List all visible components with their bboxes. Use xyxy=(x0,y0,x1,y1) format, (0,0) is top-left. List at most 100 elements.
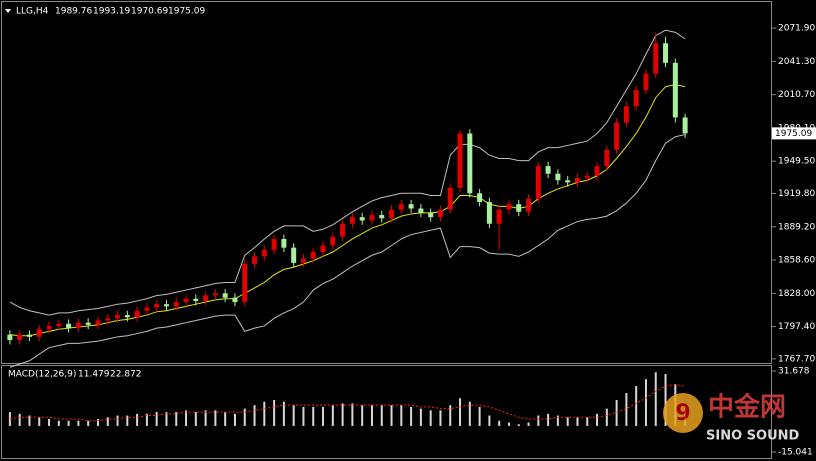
candle-body xyxy=(653,43,659,74)
logo xyxy=(663,393,703,433)
candle-body xyxy=(193,298,199,301)
candle-body xyxy=(300,258,306,263)
candle-body xyxy=(95,320,101,325)
candle-body xyxy=(46,325,52,330)
candle-body xyxy=(663,43,669,63)
y-tick-label: 1949.50 xyxy=(778,157,815,167)
candle-body xyxy=(486,201,492,224)
candle-body xyxy=(281,238,287,248)
candle-body xyxy=(222,293,228,298)
candle-body xyxy=(574,178,580,183)
candle-body xyxy=(154,304,160,308)
candle-body xyxy=(477,193,483,202)
y-tick-label: 1889.20 xyxy=(778,222,815,232)
candle-body xyxy=(242,263,248,303)
watermark-title: 中金网 xyxy=(708,392,786,423)
candle-body xyxy=(594,166,600,176)
price-panel xyxy=(1,1,772,364)
candle-body xyxy=(203,295,209,301)
y-tick-label: 1828.00 xyxy=(778,289,815,299)
candle-body xyxy=(369,215,375,221)
candle-body xyxy=(26,334,32,337)
candle-body xyxy=(359,217,365,221)
candle-body xyxy=(144,307,150,311)
candle-body xyxy=(614,122,620,150)
candle-body xyxy=(212,293,218,296)
candle-body xyxy=(105,318,111,321)
y-tick-label: 1919.80 xyxy=(778,189,815,199)
candle-body xyxy=(115,315,121,319)
candle-body xyxy=(75,322,81,329)
candle-body xyxy=(496,209,502,224)
candle-body xyxy=(7,334,13,341)
candle-body xyxy=(447,187,453,210)
candle-body xyxy=(163,304,169,307)
watermark: 9 中金网 SINO SOUND xyxy=(663,392,800,444)
candle-body xyxy=(535,166,541,199)
y-tick-label: 31.678 xyxy=(778,367,810,377)
y-tick-label: 2041.30 xyxy=(778,57,815,67)
candle-body xyxy=(428,212,434,218)
candle-body xyxy=(340,223,346,237)
y-tick-label: 2010.70 xyxy=(778,90,815,100)
candle-body xyxy=(643,73,649,90)
header-open: 1989.76 xyxy=(55,7,92,17)
candle-body xyxy=(183,298,189,303)
y-tick-label: 1797.40 xyxy=(778,322,815,332)
band-upper xyxy=(9,29,686,316)
header-low: 1970.69 xyxy=(131,7,168,17)
candle-body xyxy=(565,180,571,183)
candle-body xyxy=(261,249,267,257)
candle-body xyxy=(398,204,404,210)
candle-body xyxy=(555,173,561,181)
candle-body xyxy=(379,215,385,219)
candle-body xyxy=(467,133,473,194)
price-label-box xyxy=(772,127,816,140)
watermark-subtitle: SINO SOUND xyxy=(706,429,800,444)
candle-body xyxy=(85,322,91,325)
candle-body xyxy=(252,256,258,264)
candle-body xyxy=(330,236,336,246)
y-tick-label: 2071.90 xyxy=(778,24,815,34)
candle-body xyxy=(349,217,355,224)
signal-value: 22.872 xyxy=(110,370,142,380)
y-tick-label: 1767.70 xyxy=(778,354,815,364)
candle-body xyxy=(291,247,297,263)
candle-body xyxy=(457,133,463,188)
candle-body xyxy=(506,204,512,210)
candle-body xyxy=(232,297,238,303)
macd-value: 11.479 xyxy=(78,370,110,380)
candle-body xyxy=(682,117,688,134)
symbol: LLG,H4 xyxy=(16,7,49,17)
header-close: 1975.09 xyxy=(168,7,205,17)
candle-body xyxy=(672,62,678,118)
candle-body xyxy=(389,209,395,219)
macd-title: MACD(12,26,9) xyxy=(8,370,76,380)
header-high: 1993.19 xyxy=(93,7,130,17)
band-middle xyxy=(9,84,686,337)
menu-arrow xyxy=(5,9,11,13)
signal-line xyxy=(9,383,686,422)
candle-body xyxy=(310,252,316,259)
candle-body xyxy=(604,149,610,167)
candle-body xyxy=(418,208,424,213)
candle-body xyxy=(36,329,42,337)
price-label: 1975.09 xyxy=(775,129,812,139)
candle-body xyxy=(17,334,23,341)
candle-body xyxy=(124,315,130,318)
candle-body xyxy=(584,175,590,179)
candle-body xyxy=(545,166,551,174)
candle-body xyxy=(271,238,277,250)
macd-panel xyxy=(1,365,772,459)
candle-body xyxy=(623,106,629,123)
y-tick-label: 1858.60 xyxy=(778,256,815,266)
candle-body xyxy=(408,204,414,209)
band-lower xyxy=(9,134,686,368)
logo-mark: 9 xyxy=(675,401,690,426)
candle-body xyxy=(320,245,326,253)
candle-body xyxy=(173,302,179,307)
candle-body xyxy=(66,323,72,329)
candle-body xyxy=(56,323,62,326)
